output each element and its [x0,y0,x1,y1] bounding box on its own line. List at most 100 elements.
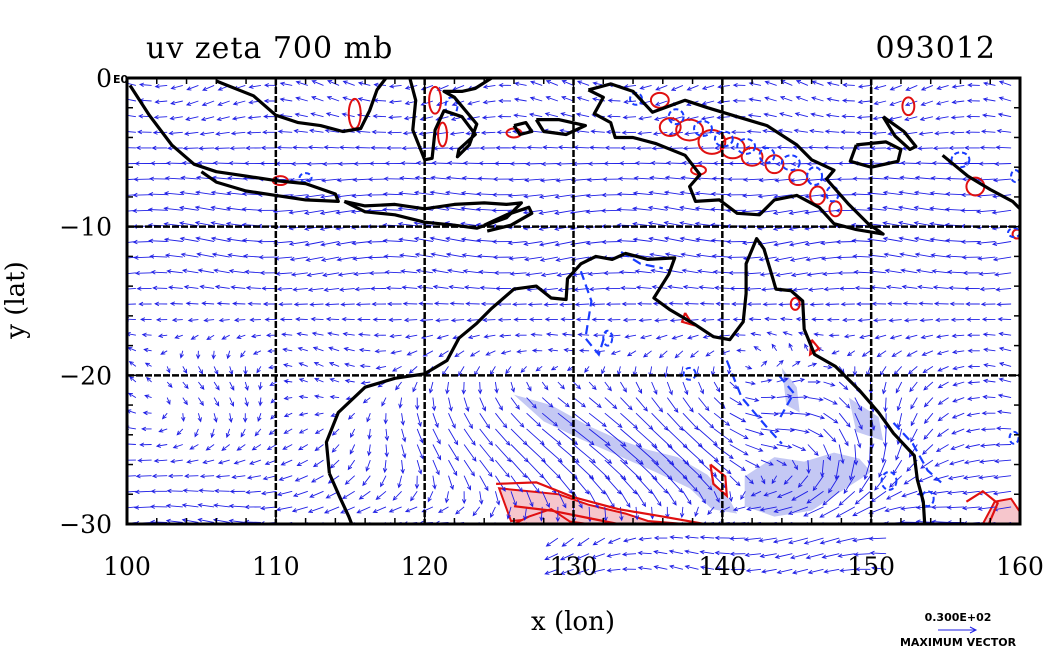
wind-vector-200 [213,488,230,494]
wind-vector-893 [590,302,605,307]
wind-vector-1039 [670,84,684,91]
wind-vector-1495 [882,205,902,211]
wind-vector-715 [510,381,516,393]
wind-vector-1552 [913,190,933,196]
wind-vector-75 [160,350,168,355]
wind-vector-1390 [823,568,840,574]
wind-vector-350 [310,112,324,118]
wind-vector-1632 [967,82,980,88]
wind-vector-877 [575,553,590,560]
wind-vector-1173 [727,176,746,182]
wind-vector-98 [164,253,183,258]
wind-vector-548 [410,491,418,502]
wind-vector-143 [181,503,199,508]
wind-vector-1588 [933,301,949,306]
wind-vector-1662 [982,97,996,102]
wind-vector-507 [386,301,402,307]
wind-vector-1108 [697,160,715,166]
wind-vector-45 [141,332,152,338]
wind-vector-864 [578,348,590,353]
wind-vector-215 [228,268,246,274]
wind-vector-358 [304,241,324,247]
wind-vector-1686 [978,475,996,480]
wind-vector-1254 [776,444,793,449]
wind-vector-1580 [930,175,949,181]
wind-vector-334 [295,316,308,322]
wind-vector-136 [198,397,204,407]
wind-vector-192 [228,366,234,376]
wind-vector-1589 [935,317,949,323]
wind-vector-841 [573,491,583,509]
wind-vector-1092 [698,412,715,429]
wind-vector-359 [305,256,324,262]
wind-vector-247 [249,317,261,323]
wind-vector-694 [490,506,496,519]
wind-vector-540 [408,366,418,374]
wind-vector-374 [309,490,324,498]
wind-vector-1033 [666,491,677,506]
wind-vector-1503 [889,334,902,340]
wind-vector-1561 [920,334,934,340]
wind-vector-1001 [651,491,662,507]
wind-vector-602 [448,428,459,446]
wind-vector-20 [127,392,137,398]
wind-vector-1399 [835,208,855,213]
wind-vector-982 [632,191,652,196]
wind-vector-1342 [811,317,824,322]
wind-vector-1255 [776,459,788,466]
wind-vector-236 [245,145,261,151]
wind-vector-744 [526,381,532,392]
wind-vector-1069 [668,549,683,555]
wind-vector-655 [469,350,480,357]
wind-vector-490 [375,490,387,501]
wind-vector-1434 [852,254,871,259]
wind-vector-58 [154,84,168,89]
wind-vector-1370 [820,256,840,261]
wind-vector-1682 [981,410,996,416]
wind-vector-1596 [936,428,949,437]
wind-vector-488 [382,460,388,474]
wind-vector-132 [190,334,199,340]
wind-vector-910 [590,568,605,574]
wind-vector-420 [340,302,355,307]
wind-vector-142 [182,488,199,493]
wind-vector-46 [143,347,152,353]
wind-vector-263 [263,114,277,119]
wind-vector-1320 [797,475,809,488]
wind-vector-37 [132,208,152,214]
wind-vector-1103 [701,84,715,90]
wind-vector-427 [347,412,356,420]
wind-vector-1044 [665,160,683,166]
wind-vector-162 [211,350,216,360]
wind-vector-1012 [650,160,668,166]
wind-vector-1642 [960,239,980,245]
wind-vector-1266 [777,128,793,134]
wind-vector-1505 [893,366,903,376]
wind-vector-1468 [870,285,887,290]
wind-vector-1655 [964,444,980,449]
wind-vector-1395 [839,145,855,151]
wind-vector-189 [218,318,230,323]
wind-vector-424 [344,362,355,367]
wind-vector-1327 [811,80,824,86]
wind-vector-621 [446,268,465,274]
wind-vector-153 [194,205,215,211]
wind-vector-field [127,80,1012,524]
wind-vector-1134 [699,565,715,570]
wind-vector-40 [133,255,152,260]
wind-vector-165 [213,397,220,407]
wind-vector-798 [544,317,558,322]
wind-vector-470 [367,177,387,182]
wind-vector-1637 [962,161,980,166]
wind-vector-428 [350,428,356,439]
wind-vector-1422 [839,568,855,573]
wind-vector-725 [514,81,527,87]
wind-vector-324 [290,161,308,167]
wind-vector-1405 [840,301,855,307]
wind-vector-1376 [831,350,840,355]
wind-vector-159 [201,301,215,306]
wind-vector-1104 [701,100,715,106]
wind-vector-1050 [664,252,683,258]
wind-vector-780 [541,491,550,509]
wind-vector-1046 [663,190,683,196]
